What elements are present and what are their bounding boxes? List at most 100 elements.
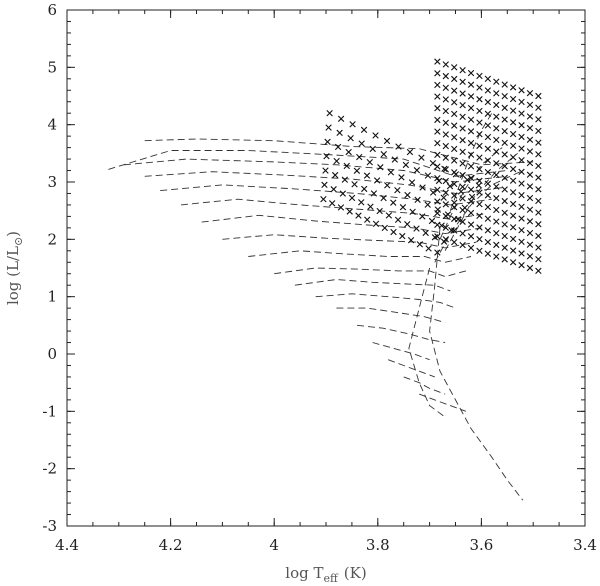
x-marker [407, 237, 415, 244]
x-marker [451, 215, 458, 223]
x-marker [364, 216, 371, 223]
x-marker [459, 230, 466, 237]
x-marker [493, 125, 500, 132]
x-marker [509, 84, 517, 91]
x-marker [358, 140, 365, 147]
x-marker [509, 235, 517, 243]
x-marker [429, 160, 437, 167]
x-marker [366, 158, 373, 166]
x-marker [346, 208, 353, 215]
track-line [274, 267, 467, 278]
y-axis-label: log (L/L⊙) [4, 231, 25, 305]
x-marker [434, 198, 441, 205]
x-marker [476, 224, 483, 231]
track-line [160, 184, 492, 206]
x-marker [501, 162, 508, 170]
x-marker [535, 151, 542, 158]
y-tick-label: -2 [42, 460, 57, 478]
x-marker [380, 194, 387, 202]
x-tick-label: 4.4 [55, 536, 79, 554]
x-marker [518, 191, 525, 199]
x-marker [484, 215, 492, 222]
x-marker [493, 90, 500, 97]
x-marker [476, 247, 483, 254]
x-marker [459, 90, 466, 97]
x-marker [518, 226, 525, 234]
track-line [419, 393, 467, 412]
x-marker [518, 180, 525, 187]
x-marker [413, 167, 421, 174]
x-marker [476, 96, 483, 103]
x-marker [476, 107, 483, 115]
x-marker [467, 163, 475, 170]
x-marker [402, 161, 410, 169]
x-marker [325, 124, 332, 131]
x-marker [509, 130, 517, 138]
x-marker [509, 142, 517, 149]
x-marker [501, 104, 508, 112]
track-line [403, 376, 446, 395]
grid-markers [320, 58, 542, 275]
x-marker [419, 213, 426, 220]
x-marker [535, 244, 542, 251]
x-marker [484, 180, 492, 187]
y-tick-label: -1 [42, 402, 57, 420]
track-line [408, 267, 446, 418]
track-line [123, 158, 508, 183]
x-axis-label: log Teff (K) [285, 564, 366, 585]
x-axis-label-main: log T [285, 564, 323, 582]
x-marker [493, 148, 500, 155]
x-marker [322, 167, 329, 174]
x-marker [451, 75, 458, 83]
x-marker [334, 143, 342, 151]
x-marker [370, 190, 378, 197]
x-marker [406, 148, 414, 156]
x-marker [419, 184, 426, 191]
x-marker [518, 203, 525, 211]
x-marker [434, 140, 441, 147]
x-marker [333, 157, 340, 165]
x-marker [476, 212, 483, 220]
y-axis-label-sub: ⊙ [12, 237, 25, 246]
x-marker [484, 75, 492, 82]
x-marker [484, 122, 492, 129]
x-marker [501, 232, 508, 240]
x-marker [526, 148, 534, 155]
x-marker [434, 233, 441, 240]
x-marker [526, 171, 534, 178]
track-line [201, 214, 482, 235]
x-marker [459, 218, 466, 225]
x-marker [493, 78, 500, 85]
x-marker [442, 131, 449, 138]
x-marker [526, 229, 534, 237]
x-marker [459, 101, 466, 109]
track-line [429, 227, 524, 501]
x-marker [526, 206, 534, 213]
x-marker [526, 124, 534, 132]
x-marker [476, 154, 483, 161]
x-marker [484, 227, 492, 234]
x-marker [484, 157, 492, 164]
x-marker [526, 253, 534, 260]
x-marker [434, 58, 441, 65]
x-tick-label: 3.8 [366, 536, 390, 554]
y-axis-label-main: log (L/L [4, 246, 22, 305]
x-marker [476, 119, 483, 126]
x-marker [501, 151, 508, 158]
x-marker [509, 177, 517, 184]
x-marker [484, 192, 492, 199]
x-marker [451, 122, 458, 129]
x-marker [442, 224, 449, 231]
x-marker [343, 162, 350, 170]
x-marker [324, 138, 331, 146]
x-marker [391, 156, 399, 163]
x-marker [429, 189, 437, 196]
x-marker [434, 116, 441, 124]
x-marker [493, 113, 500, 120]
x-marker [442, 177, 449, 185]
x-marker [464, 176, 471, 184]
x-marker [434, 128, 441, 135]
x-marker [367, 203, 374, 210]
x-marker [418, 154, 425, 161]
x-marker [467, 221, 475, 228]
